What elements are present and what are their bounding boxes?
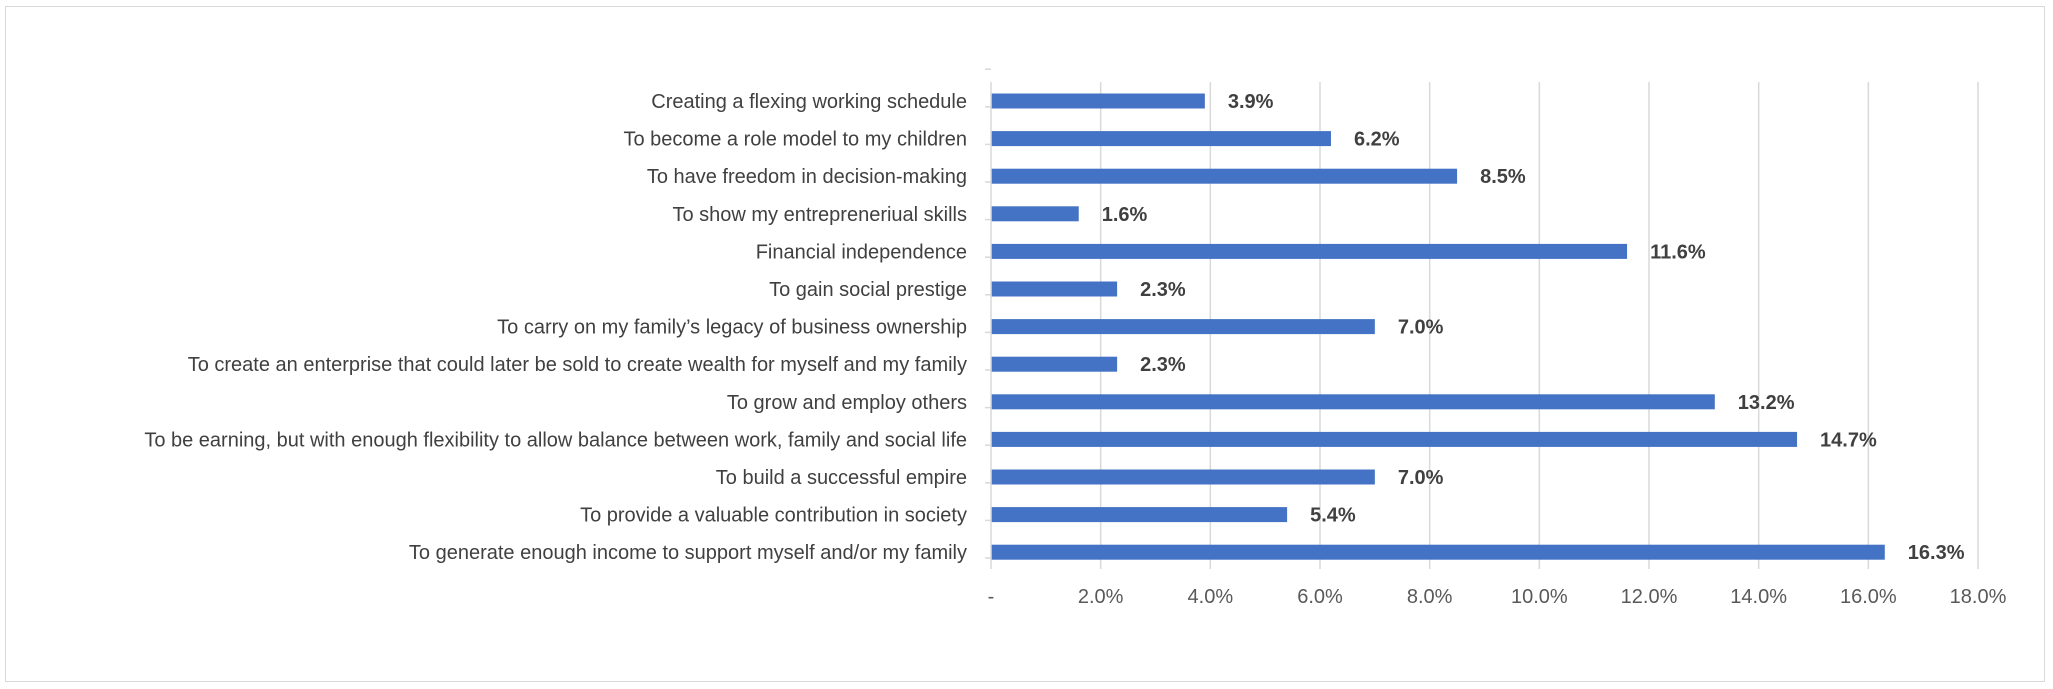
data-label: 5.4% bbox=[1310, 505, 1356, 527]
category-label: To show my entrepreneriual skills bbox=[672, 204, 967, 226]
category-label: To build a successful empire bbox=[716, 467, 967, 489]
category-label: To provide a valuable contribution in so… bbox=[580, 505, 967, 527]
x-tick-label: 10.0% bbox=[1511, 586, 1568, 608]
bar bbox=[991, 319, 1375, 335]
data-label: 11.6% bbox=[1650, 241, 1706, 263]
bar bbox=[991, 507, 1288, 523]
bar bbox=[991, 206, 1079, 222]
data-label: 3.9% bbox=[1228, 91, 1274, 113]
category-label: To grow and employ others bbox=[727, 392, 967, 414]
category-label: To gain social prestige bbox=[769, 279, 967, 301]
data-label: 13.2% bbox=[1738, 392, 1795, 414]
category-label: To carry on my family’s legacy of busine… bbox=[497, 317, 967, 339]
x-tick-label: - bbox=[988, 586, 995, 608]
data-label: 16.3% bbox=[1908, 542, 1965, 564]
x-tick-label: 18.0% bbox=[1950, 586, 2007, 608]
x-tick-label: 14.0% bbox=[1730, 586, 1787, 608]
bars bbox=[991, 93, 1885, 560]
category-label: To create an enterprise that could later… bbox=[188, 354, 967, 376]
category-label: To be earning, but with enough flexibili… bbox=[144, 429, 967, 451]
gridlines bbox=[1099, 82, 1979, 569]
y-axis bbox=[985, 68, 992, 569]
bar bbox=[991, 243, 1628, 259]
data-label: 6.2% bbox=[1354, 129, 1400, 151]
data-label: 7.0% bbox=[1398, 317, 1444, 339]
category-label: To have freedom in decision-making bbox=[647, 166, 967, 188]
x-tick-label: 4.0% bbox=[1188, 586, 1234, 608]
bar bbox=[991, 281, 1118, 297]
bar bbox=[991, 394, 1715, 410]
x-tick-label: 6.0% bbox=[1297, 586, 1343, 608]
category-label: To generate enough income to support mys… bbox=[409, 542, 967, 564]
data-label: 1.6% bbox=[1102, 204, 1148, 226]
data-label: 8.5% bbox=[1480, 166, 1526, 188]
x-tick-label: 8.0% bbox=[1407, 586, 1453, 608]
data-label: 2.3% bbox=[1140, 354, 1186, 376]
chart-frame bbox=[5, 6, 2045, 682]
bar bbox=[991, 544, 1885, 560]
bar bbox=[991, 469, 1375, 485]
data-label: 14.7% bbox=[1820, 429, 1877, 451]
bar bbox=[991, 356, 1118, 372]
x-tick-label: 16.0% bbox=[1840, 586, 1897, 608]
data-label: 2.3% bbox=[1140, 279, 1186, 301]
category-label: Financial independence bbox=[756, 241, 967, 263]
data-labels: 3.9% 6.2% 8.5% 1.6% 11.6% 2.3% 7.0% 2.3% 13.2% 14… bbox=[1102, 91, 1965, 564]
bar bbox=[991, 131, 1331, 147]
x-tick-labels: - 2.0% 4.0% 6.0% 8.0% 10.0% 12.0% 14.0% 16.0% 18.… bbox=[988, 586, 2007, 608]
bar bbox=[991, 168, 1458, 184]
x-tick-label: 12.0% bbox=[1621, 586, 1678, 608]
bar bbox=[991, 431, 1798, 447]
bar bbox=[991, 93, 1205, 109]
category-labels: Creating a flexing working schedule To be… bbox=[144, 91, 967, 564]
category-label: Creating a flexing working schedule bbox=[651, 91, 967, 113]
data-label: 7.0% bbox=[1398, 467, 1444, 489]
category-label: To become a role model to my children bbox=[624, 129, 968, 151]
x-tick-label: 2.0% bbox=[1078, 586, 1124, 608]
